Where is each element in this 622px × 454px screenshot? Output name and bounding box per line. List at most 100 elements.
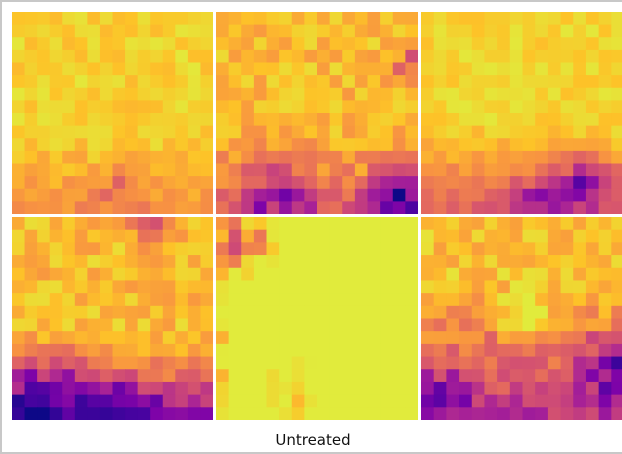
heatmap-cell	[392, 407, 406, 420]
heatmap-cell	[266, 217, 280, 231]
heatmap-cell	[380, 407, 394, 420]
heatmap-cell	[547, 229, 562, 243]
heatmap-cell	[446, 163, 460, 177]
heatmap-cell	[509, 381, 524, 396]
heatmap-cell	[522, 293, 536, 307]
heatmap-cell	[200, 100, 213, 114]
heatmap-cell	[12, 75, 26, 89]
heatmap-svg-bottom-left	[12, 217, 213, 420]
heatmap-cell	[509, 75, 524, 89]
heatmap-cell	[304, 24, 318, 38]
heatmap-cell	[12, 305, 26, 320]
heatmap-cell	[112, 176, 126, 190]
heatmap-cell	[405, 407, 418, 420]
heatmap-cell	[471, 267, 486, 282]
heatmap-cell	[317, 87, 331, 101]
heatmap-cell	[200, 394, 213, 408]
heatmap-cell	[112, 62, 126, 76]
heatmap-cell	[459, 242, 473, 256]
heatmap-cell	[187, 87, 202, 101]
heatmap-cell	[216, 293, 230, 307]
heatmap-cell	[611, 343, 622, 358]
heatmap-cell	[241, 293, 255, 307]
heatmap-cell	[62, 201, 76, 214]
heatmap-cell	[37, 176, 51, 190]
heatmap-cell	[241, 201, 255, 214]
heatmap-cell	[522, 87, 536, 101]
heatmap-cell	[24, 49, 38, 64]
heatmap-cell	[24, 113, 38, 127]
heatmap-cell	[175, 293, 189, 307]
heatmap-cell	[446, 138, 460, 152]
heatmap-cell	[509, 255, 524, 269]
heatmap-cell	[342, 255, 356, 269]
heatmap-cell	[598, 229, 612, 243]
heatmap-cell	[405, 125, 418, 139]
heatmap-cell	[560, 343, 574, 358]
heatmap-cell	[150, 37, 164, 51]
heatmap-cell	[560, 293, 574, 307]
heatmap-cell	[484, 305, 498, 320]
heatmap-cell	[175, 305, 189, 320]
heatmap-cell	[535, 394, 549, 408]
heatmap-cell	[380, 163, 394, 177]
heatmap-cell	[12, 125, 26, 139]
heatmap-cell	[266, 369, 280, 383]
heatmap-cell	[509, 62, 524, 76]
heatmap-cell	[459, 188, 473, 202]
heatmap-cell	[354, 188, 369, 202]
heatmap-cell	[228, 100, 242, 114]
heatmap-cell	[266, 229, 280, 243]
heatmap-cell	[405, 318, 418, 332]
heatmap-cell	[200, 188, 213, 202]
heatmap-cell	[547, 381, 562, 396]
heatmap-cell	[471, 381, 486, 396]
heatmap-cell	[446, 343, 460, 358]
heatmap-cell	[62, 267, 76, 282]
heatmap-cell	[611, 125, 622, 139]
heatmap-cell	[421, 356, 435, 370]
heatmap-cell	[137, 188, 151, 202]
heatmap-cell	[279, 331, 293, 345]
heatmap-cell	[112, 394, 126, 408]
heatmap-cell	[354, 113, 369, 127]
heatmap-cell	[421, 138, 435, 152]
heatmap-cell	[150, 407, 164, 420]
heatmap-cell	[522, 138, 536, 152]
heatmap-cell	[471, 217, 486, 231]
heatmap-cell	[200, 125, 213, 139]
heatmap-cell	[598, 24, 612, 38]
heatmap-cell	[266, 305, 280, 320]
heatmap-cell	[446, 229, 460, 243]
heatmap-cell	[573, 293, 587, 307]
heatmap-cell	[535, 242, 549, 256]
heatmap-cell	[484, 100, 498, 114]
heatmap-cell	[459, 62, 473, 76]
heatmap-cell	[392, 75, 406, 89]
heatmap-cell	[522, 318, 536, 332]
heatmap-cell	[380, 100, 394, 114]
heatmap-cell	[433, 229, 447, 243]
heatmap-cell	[392, 62, 406, 76]
heatmap-cell	[291, 113, 305, 127]
heatmap-cell	[150, 356, 164, 370]
heatmap-cell	[585, 293, 600, 307]
heatmap-cell	[162, 75, 176, 89]
heatmap-cell	[266, 75, 280, 89]
heatmap-cell	[162, 62, 176, 76]
heatmap-cell	[150, 293, 164, 307]
heatmap-cell	[162, 37, 176, 51]
heatmap-cell	[367, 293, 381, 307]
heatmap-cell	[392, 100, 406, 114]
heatmap-cell	[87, 37, 101, 51]
heatmap-cell	[560, 75, 574, 89]
heatmap-cell	[241, 87, 255, 101]
heatmap-cell	[367, 343, 381, 358]
heatmap-cell	[421, 280, 435, 294]
heatmap-cell	[304, 75, 318, 89]
heatmap-cell	[62, 293, 76, 307]
heatmap-cell	[87, 24, 101, 38]
heatmap-cell	[342, 217, 356, 231]
heatmap-cell	[216, 100, 230, 114]
heatmap-cell	[241, 12, 255, 26]
